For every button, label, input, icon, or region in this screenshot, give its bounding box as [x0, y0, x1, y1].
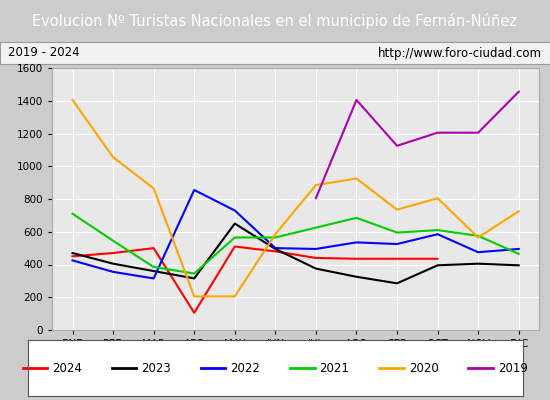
Text: 2019 - 2024: 2019 - 2024 [8, 46, 80, 60]
Text: 2022: 2022 [230, 362, 260, 374]
Text: Evolucion Nº Turistas Nacionales en el municipio de Fernán-Núñez: Evolucion Nº Turistas Nacionales en el m… [32, 13, 518, 29]
Text: 2020: 2020 [409, 362, 438, 374]
Text: 2019: 2019 [498, 362, 527, 374]
Text: http://www.foro-ciudad.com: http://www.foro-ciudad.com [378, 46, 542, 60]
Text: 2023: 2023 [141, 362, 171, 374]
Text: 2024: 2024 [52, 362, 82, 374]
Text: 2021: 2021 [320, 362, 349, 374]
